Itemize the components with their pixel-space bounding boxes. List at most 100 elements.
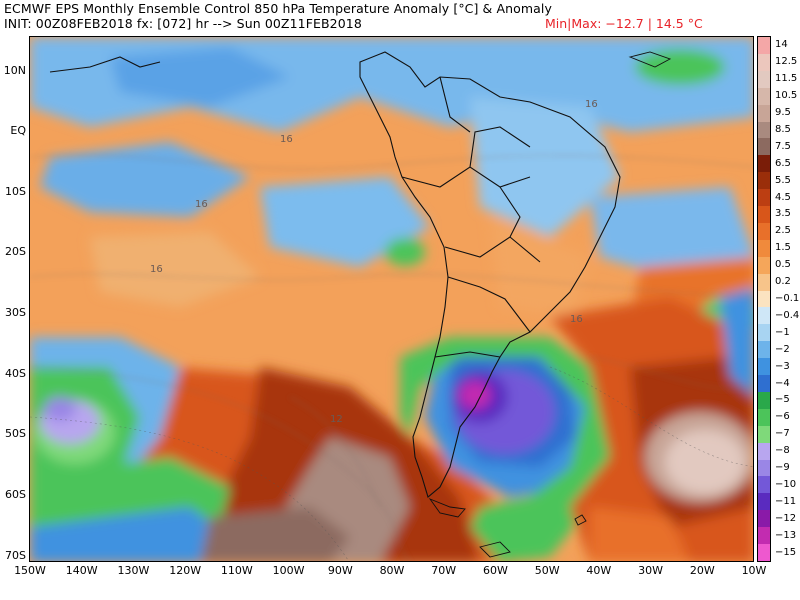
colorbar-swatch	[758, 138, 770, 156]
lon-label: 90W	[327, 564, 353, 577]
colorbar-swatch	[758, 307, 770, 325]
colorbar-label: −1	[775, 326, 790, 338]
colorbar-label: −10	[775, 478, 797, 490]
lat-label: 40S	[5, 367, 26, 380]
colorbar-swatch	[758, 476, 770, 494]
lon-label: 140W	[65, 564, 98, 577]
dotted-contours	[30, 366, 753, 561]
lat-label: 70S	[5, 549, 26, 562]
lat-label: 10S	[5, 185, 26, 198]
contour-label-1: 16	[280, 134, 293, 145]
colorbar-label: 0.5	[775, 259, 791, 271]
lon-label: 110W	[220, 564, 253, 577]
colorbar-label: −7	[775, 428, 790, 440]
contour-label-4: 16	[195, 199, 208, 210]
lon-label: 50W	[534, 564, 560, 577]
colorbar-label: 11.5	[775, 73, 798, 85]
colorbar-label: −13	[775, 529, 797, 541]
colorbar-swatch	[758, 425, 770, 444]
colorbar-label: 14	[775, 39, 788, 51]
colorbar-label: 0.2	[775, 276, 791, 288]
colorbar-swatch	[758, 121, 770, 139]
colorbar-label: −9	[775, 462, 790, 474]
colorbar-label: 5.5	[775, 174, 791, 186]
colorbar-swatch	[758, 239, 770, 258]
colorbar-swatch	[758, 256, 770, 275]
colorbar-swatch	[758, 375, 770, 393]
contour-label-3: 16	[585, 99, 598, 110]
colorbar-label: −11	[775, 495, 797, 507]
colorbar-label: 3.5	[775, 208, 791, 220]
colorbar-label: −15	[775, 546, 797, 558]
lat-label: EQ	[10, 124, 26, 137]
colorbar-label: 9.5	[775, 107, 791, 119]
lon-label: 10W	[741, 564, 767, 577]
lon-label: 60W	[482, 564, 508, 577]
colorbar-swatch	[758, 442, 770, 461]
colorbar-label: −8	[775, 445, 790, 457]
lon-label: 80W	[379, 564, 405, 577]
colorbar-label: −3	[775, 360, 790, 372]
anomaly-field	[30, 37, 753, 561]
colorbar-swatch	[758, 37, 770, 55]
lon-label: 20W	[689, 564, 715, 577]
map-title: ECMWF EPS Monthly Ensemble Control 850 h…	[4, 1, 553, 16]
colorbar-swatch	[758, 206, 770, 224]
colorbar-swatch	[758, 358, 770, 376]
contour-label-5: 16	[570, 314, 583, 325]
colorbar-label: −12	[775, 512, 797, 524]
contour-label-2: 16	[150, 264, 163, 275]
min-max-readout: Min|Max: −12.7 | 14.5 °C	[545, 16, 703, 31]
colorbar-swatch	[758, 408, 770, 427]
colorbar-swatch	[758, 53, 770, 72]
lat-label: 30S	[5, 306, 26, 319]
colorbar-swatch	[758, 172, 770, 190]
contour-lines	[30, 154, 753, 561]
colorbar-label: 10.5	[775, 90, 798, 102]
colorbar-label: 2.5	[775, 225, 791, 237]
colorbar-label: 1.5	[775, 242, 791, 254]
colorbar-swatch	[758, 527, 770, 545]
colorbar-swatch	[758, 155, 770, 173]
lon-label: 30W	[638, 564, 663, 577]
lat-label: 10N	[3, 64, 26, 77]
colorbar-label: 8.5	[775, 123, 791, 135]
colorbar-swatch	[758, 104, 770, 122]
colorbar-label: −0.1	[775, 293, 800, 304]
colorbar-label: 12.5	[775, 56, 798, 68]
colorbar-swatch	[758, 391, 770, 410]
colorbar-swatch	[758, 544, 770, 562]
colorbar-swatch	[758, 189, 770, 207]
colorbar-label: −2	[775, 343, 790, 355]
colorbar-swatch	[758, 341, 770, 359]
map-canvas: 16 16 16 16 16 12	[30, 37, 753, 561]
init-line: INIT: 00Z08FEB2018 fx: [072] hr --> Sun …	[4, 16, 362, 31]
colorbar-swatch	[758, 510, 770, 528]
lat-label: 60S	[5, 488, 26, 501]
colorbar-swatch	[758, 493, 770, 511]
lat-label: 20S	[5, 245, 26, 258]
colorbar-swatch	[758, 87, 770, 106]
colorbar-swatch	[758, 222, 770, 241]
colorbar	[757, 36, 771, 562]
anomaly-map: 16 16 16 16 16 12	[29, 36, 754, 562]
colorbar-label: 6.5	[775, 157, 791, 169]
colorbar-swatch	[758, 273, 770, 292]
colorbar-swatch	[758, 459, 770, 477]
lon-label: 40W	[586, 564, 612, 577]
lon-label: 150W	[14, 564, 46, 577]
colorbar-swatch	[758, 324, 770, 342]
contour-label-6: 12	[330, 414, 343, 425]
lon-label: 100W	[272, 564, 305, 577]
islands	[428, 51, 672, 558]
lon-label: 130W	[117, 564, 150, 577]
lat-label: 50S	[5, 427, 26, 440]
colorbar-label: −0.4	[775, 309, 800, 321]
colorbar-label: 7.5	[775, 140, 791, 152]
lon-label: 70W	[431, 564, 457, 577]
colorbar-label: −5	[775, 394, 790, 406]
colorbar-label: 4.5	[775, 191, 791, 203]
colorbar-swatch	[758, 290, 770, 308]
coastlines	[49, 51, 621, 498]
colorbar-label: −4	[775, 377, 790, 389]
